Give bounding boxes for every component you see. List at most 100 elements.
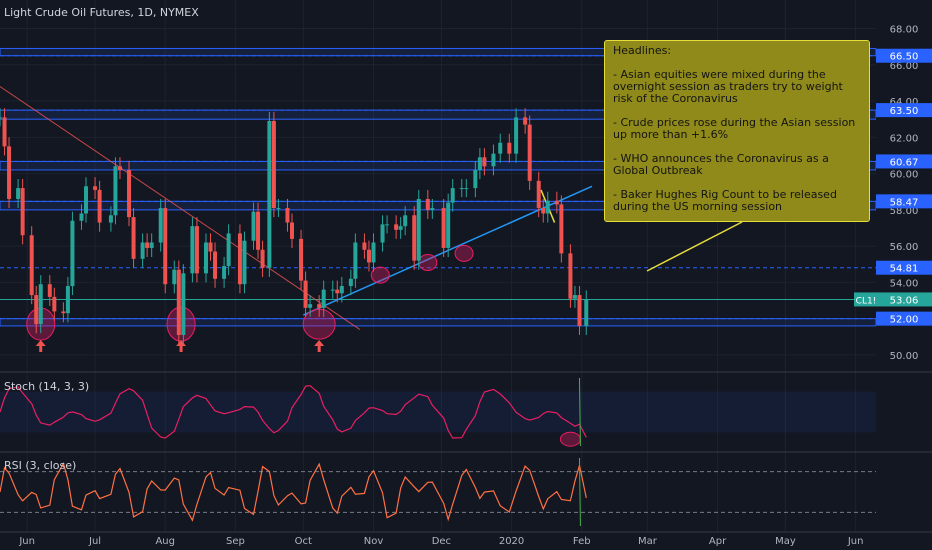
- note-line: - Crude prices rose during the Asian ses…: [613, 116, 856, 141]
- candle-body: [523, 117, 528, 125]
- price-tag: [876, 311, 932, 326]
- highlight-circle: [166, 306, 196, 342]
- price-tick-label: 60.00: [890, 170, 919, 181]
- candle-body: [0, 117, 2, 119]
- candle-body: [362, 242, 367, 250]
- rsi-label[interactable]: RSI (3, close): [4, 459, 77, 472]
- price-tick-label: 66.00: [890, 61, 919, 72]
- note-line: - Baker Hughes Rig Count to be released …: [613, 188, 837, 213]
- candle-body: [366, 249, 371, 263]
- candle-body: [20, 188, 25, 236]
- price-tick-label: 50.00: [890, 351, 919, 362]
- candle-body: [7, 146, 12, 199]
- candle-body: [299, 238, 304, 281]
- candle-body: [554, 200, 559, 205]
- candle-body: [477, 157, 482, 170]
- headlines-note[interactable]: Headlines: - Asian equities were mixed d…: [604, 40, 870, 222]
- candle-body: [385, 224, 390, 226]
- rsi-line: [0, 461, 587, 522]
- trend-drawings: [0, 86, 743, 352]
- candle-body: [84, 186, 89, 214]
- price-tag: [876, 48, 932, 63]
- price-tag-label: 60.67: [890, 157, 919, 168]
- note-pointer: [646, 221, 743, 272]
- candle-body: [482, 157, 487, 167]
- candle-body: [507, 142, 512, 154]
- price-tag-label: 54.81: [890, 264, 919, 275]
- candle-body: [97, 189, 102, 223]
- price-tag: [876, 154, 932, 169]
- candle-body: [545, 200, 550, 214]
- chart-title: Light Crude Oil Futures, 1D, NYMEX: [4, 6, 199, 19]
- time-tick-label: Sep: [226, 536, 245, 547]
- candle-body: [441, 208, 446, 248]
- candle-body: [394, 224, 399, 230]
- candle-body: [172, 269, 177, 285]
- candle-body: [572, 295, 577, 299]
- candle-body: [271, 120, 276, 209]
- candle-body: [237, 233, 242, 285]
- candle-body: [29, 235, 34, 296]
- price-tick-label: 68.00: [890, 25, 919, 36]
- candle-body: [213, 251, 218, 279]
- price-candles: [0, 108, 589, 345]
- price-tag-label: 52.00: [890, 315, 919, 326]
- candle-body: [140, 242, 145, 259]
- candle-body: [65, 286, 70, 314]
- candle-body: [242, 240, 247, 285]
- price-tag-label: 66.50: [890, 52, 919, 63]
- candle-body: [459, 188, 464, 190]
- candle-body: [380, 224, 385, 243]
- candle-body: [203, 242, 208, 274]
- candle-body: [541, 208, 546, 214]
- stoch-label[interactable]: Stoch (14, 3, 3): [4, 380, 90, 393]
- candle-body: [491, 153, 496, 167]
- candle-body: [446, 202, 451, 248]
- candle-body: [52, 296, 57, 312]
- candle-body: [158, 208, 163, 243]
- time-tick-label: Feb: [573, 536, 591, 547]
- candle-body: [285, 208, 290, 223]
- candle-body: [425, 198, 430, 210]
- candle-body: [79, 213, 84, 221]
- time-tick-label: Jun: [847, 536, 864, 547]
- time-tick-label: Aug: [155, 536, 175, 547]
- highlight-circle: [559, 431, 581, 447]
- price-tag-label: 63.50: [890, 106, 919, 117]
- up-arrow-icon: [314, 340, 325, 352]
- candle-body: [473, 169, 478, 189]
- candle-body: [536, 180, 541, 209]
- candle-body: [181, 273, 186, 335]
- time-tick-label: Nov: [364, 536, 384, 547]
- time-tick-label: Jul: [88, 536, 101, 547]
- price-tag: [876, 103, 932, 118]
- up-arrow-icon: [35, 340, 46, 352]
- candle-body: [403, 215, 408, 227]
- candle-body: [149, 242, 154, 248]
- candle-body: [348, 278, 353, 287]
- candle-body: [70, 220, 75, 287]
- symbol-tag: [854, 292, 878, 307]
- level-zone: [0, 318, 877, 327]
- candle-body: [108, 215, 113, 223]
- price-tag-label: 53.06: [890, 295, 919, 306]
- price-axis-bg: [876, 0, 932, 550]
- candle-body: [339, 286, 344, 294]
- candle-body: [308, 304, 313, 308]
- symbol-tag-label: CL1!: [856, 296, 877, 306]
- candle-body: [412, 215, 417, 261]
- candle-body: [163, 208, 168, 285]
- candle-body: [251, 211, 256, 241]
- candle-body: [514, 117, 519, 154]
- candle-body: [113, 166, 118, 216]
- stoch-annotation: [578, 377, 581, 447]
- candle-body: [131, 217, 136, 259]
- candle-body: [321, 289, 326, 308]
- candle-body: [276, 208, 281, 210]
- highlight-circle: [454, 244, 474, 262]
- downtrend-line: [0, 86, 361, 330]
- candle-body: [577, 295, 582, 326]
- candle-body: [330, 289, 335, 291]
- candle-body: [208, 242, 213, 252]
